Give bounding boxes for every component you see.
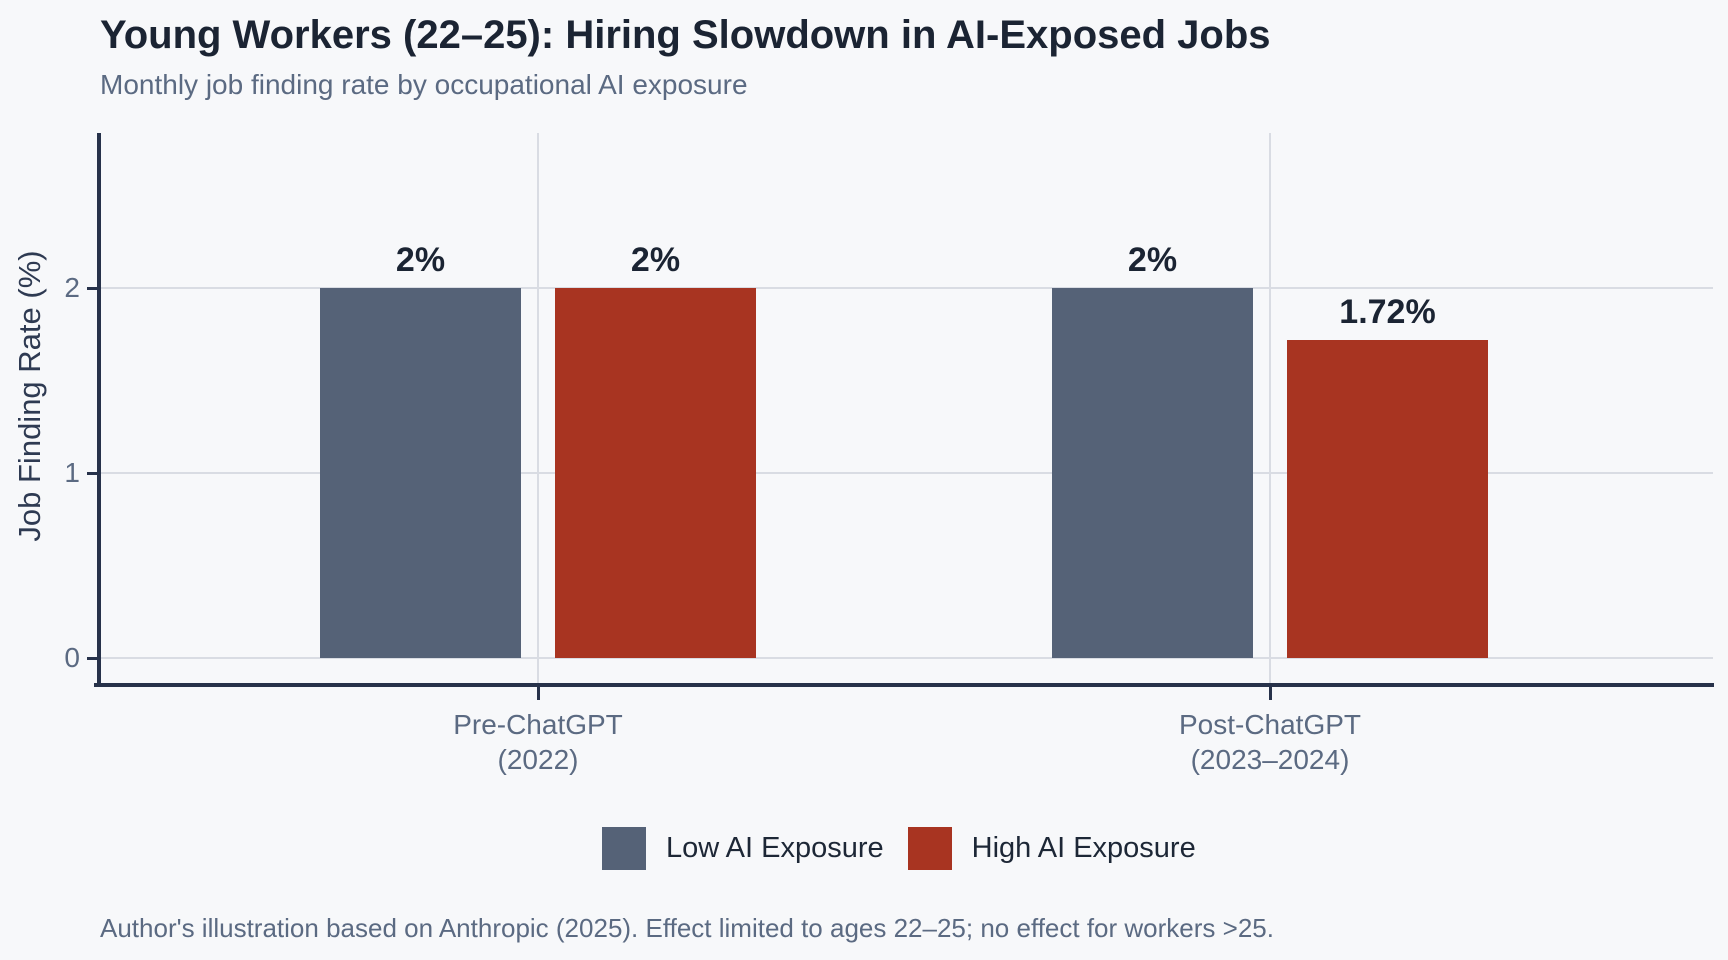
source-caption: Author's illustration based on Anthropic… bbox=[100, 913, 1274, 943]
bar-low-ai-exposure-pre-chatgpt bbox=[320, 288, 521, 658]
chart-title: Young Workers (22–25): Hiring Slowdown i… bbox=[100, 13, 1271, 57]
y-tick-label-1: 1 bbox=[64, 457, 80, 488]
gridline-x-0 bbox=[537, 133, 539, 683]
bar-value-label-high-ai-exposure-pre-chatgpt: 2% bbox=[630, 241, 681, 279]
y-axis-tick-2 bbox=[87, 287, 100, 290]
x-axis-spine bbox=[94, 683, 1714, 687]
x-tick-label-pre-chatgpt: Pre-ChatGPT (2022) bbox=[453, 709, 623, 775]
bar-value-label-low-ai-exposure-post-chatgpt: 2% bbox=[1127, 241, 1178, 279]
y-tick-label-2: 2 bbox=[64, 272, 80, 303]
y-tick-label-0: 0 bbox=[64, 642, 80, 673]
bar-value-label-low-ai-exposure-pre-chatgpt: 2% bbox=[395, 241, 446, 279]
y-axis-spine bbox=[97, 133, 101, 687]
x-axis-tick-0 bbox=[537, 687, 540, 700]
gridline-y-1 bbox=[100, 472, 1713, 474]
legend-swatch-low-ai-exposure bbox=[602, 827, 646, 870]
legend: Low AI Exposure High AI Exposure bbox=[602, 827, 1220, 870]
y-axis-tick-1 bbox=[87, 472, 100, 475]
bar-low-ai-exposure-post-chatgpt bbox=[1052, 288, 1253, 658]
legend-label-low-ai-exposure: Low AI Exposure bbox=[666, 832, 884, 864]
chart-subtitle: Monthly job finding rate by occupational… bbox=[100, 69, 748, 100]
x-axis-tick-1 bbox=[1269, 687, 1272, 700]
gridline-y-2 bbox=[100, 287, 1713, 289]
bar-high-ai-exposure-pre-chatgpt bbox=[555, 288, 756, 658]
bar-value-label-high-ai-exposure-post-chatgpt: 1.72% bbox=[1339, 293, 1436, 331]
x-tick-label-post-chatgpt: Post-ChatGPT (2023–2024) bbox=[1178, 709, 1362, 775]
legend-swatch-high-ai-exposure bbox=[907, 827, 952, 870]
bar-high-ai-exposure-post-chatgpt bbox=[1287, 340, 1488, 658]
gridline-y-0 bbox=[100, 657, 1713, 659]
y-axis-tick-0 bbox=[87, 657, 100, 660]
gridline-x-1 bbox=[1269, 133, 1271, 683]
legend-label-high-ai-exposure: High AI Exposure bbox=[971, 832, 1196, 864]
